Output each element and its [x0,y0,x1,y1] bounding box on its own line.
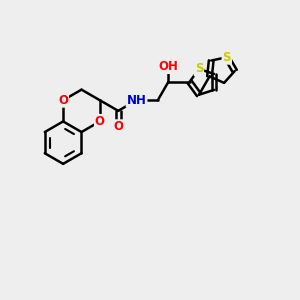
Text: O: O [58,94,68,107]
Text: NH: NH [127,94,146,107]
Text: O: O [95,115,105,128]
Text: OH: OH [158,60,178,73]
Text: O: O [113,120,123,133]
Text: S: S [195,62,203,76]
Text: S: S [223,51,231,64]
